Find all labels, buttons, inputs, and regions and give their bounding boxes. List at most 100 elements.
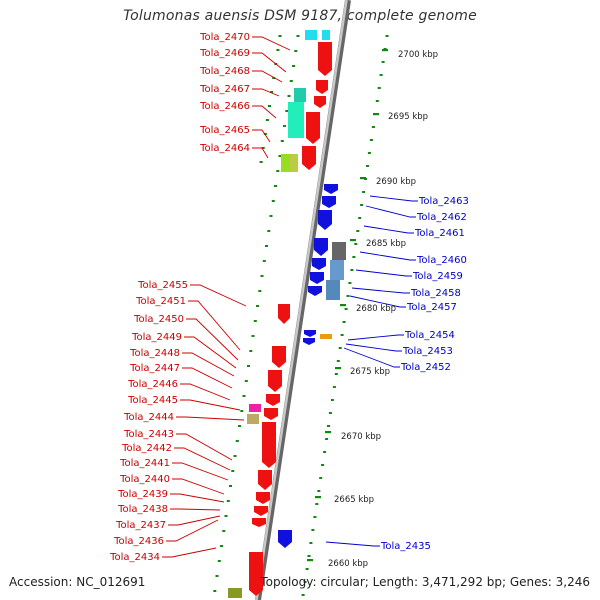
kbp-tick-mark xyxy=(325,431,331,434)
ring-dot-right xyxy=(332,386,336,388)
gene-label-tola-2460: Tola_2460 xyxy=(416,255,467,266)
gene-feature-teal xyxy=(288,102,304,138)
left-label-callout xyxy=(252,147,269,159)
ring-dot-right xyxy=(309,542,313,544)
left-label-callout xyxy=(252,52,287,73)
kbp-scale: 2700 kbp 2695 kbp 2690 kbp 2685 kbp 2680 kbp… xyxy=(307,49,438,569)
ring-dot-left xyxy=(296,35,300,37)
gene-feature-cyan xyxy=(322,30,330,40)
gene-arrow-forward xyxy=(318,42,332,76)
ring-dot-right xyxy=(366,165,369,167)
gene-label-tola-2445: Tola_2445 xyxy=(127,395,178,406)
ring-dot-right xyxy=(317,490,321,492)
left-gene-labels: Tola_2470 Tola_2469 Tola_2468 Tola_2467 Tola… xyxy=(109,32,291,563)
left-label-callout xyxy=(252,36,291,51)
gene-label-tola-2462: Tola_2462 xyxy=(416,212,467,223)
left-label-callout xyxy=(252,129,271,143)
left-label-callout xyxy=(188,300,241,351)
ring-dot-left xyxy=(224,515,228,517)
ring-dot-right xyxy=(311,529,315,531)
ring-dot-left xyxy=(240,410,244,412)
gene-arrow-forward xyxy=(256,492,270,504)
ring-dot-left xyxy=(235,440,239,442)
ring-dot-right xyxy=(334,373,338,375)
ring-dot-left xyxy=(215,575,219,577)
ring-dot-inner xyxy=(265,119,269,121)
left-label-callout xyxy=(186,318,239,361)
gene-label-tola-2447: Tola_2447 xyxy=(129,363,180,374)
ring-dot-left xyxy=(274,185,277,187)
ring-dot-left xyxy=(226,500,230,502)
right-label-callout xyxy=(365,205,416,218)
kbp-tick-mark xyxy=(335,367,341,370)
ring-dot-right xyxy=(385,35,389,37)
gene-arrow-reverse xyxy=(312,258,326,270)
gene-label-tola-2444: Tola_2444 xyxy=(123,412,174,423)
gene-feature-magenta xyxy=(249,404,261,412)
ring-dot-right xyxy=(354,243,358,245)
gene-arrow-reverse xyxy=(322,196,336,208)
right-tick-ring xyxy=(301,35,389,596)
accession-text: Accession: NC_012691 xyxy=(9,575,146,589)
right-label-callout xyxy=(343,347,400,368)
ring-dot-right xyxy=(367,152,371,154)
right-label-callout xyxy=(325,541,380,547)
gene-arrow-reverse xyxy=(303,338,315,345)
ring-dot-right xyxy=(313,516,317,518)
ring-dot-right xyxy=(301,594,305,596)
gene-feature-cyan xyxy=(305,30,317,40)
kbp-tick-mark xyxy=(350,239,356,242)
kbp-tick-label: 2700 kbp xyxy=(398,50,438,60)
gene-arrow-reverse xyxy=(278,530,292,548)
ring-dot-left xyxy=(260,275,264,277)
ring-dot-left xyxy=(231,470,235,472)
gene-label-tola-2455: Tola_2455 xyxy=(137,280,188,291)
left-label-callout xyxy=(180,399,241,411)
ring-dot-right xyxy=(327,425,330,427)
ring-dot-right xyxy=(325,438,329,440)
gene-label-tola-2458: Tola_2458 xyxy=(410,288,461,299)
ring-dot-right xyxy=(315,503,319,505)
gene-label-tola-2459: Tola_2459 xyxy=(412,271,463,282)
right-label-callout xyxy=(345,343,402,352)
ring-dot-right xyxy=(348,282,352,284)
gene-label-tola-2467: Tola_2467 xyxy=(199,84,250,95)
ring-dot-right xyxy=(352,256,356,258)
ring-dot-right xyxy=(323,451,327,453)
left-label-callout xyxy=(172,478,225,495)
ring-dot-inner xyxy=(276,49,280,51)
gene-feature-orange xyxy=(320,334,332,339)
ring-dot-right xyxy=(338,347,342,349)
ring-dot-inner xyxy=(278,35,282,37)
left-label-callout xyxy=(176,433,233,461)
kbp-tick-label: 2680 kbp xyxy=(356,304,396,314)
left-label-callout xyxy=(170,493,225,503)
right-label-callout xyxy=(351,287,410,294)
gene-arrow-forward xyxy=(316,80,328,94)
right-label-callout xyxy=(369,195,418,202)
ring-dot-inner xyxy=(270,91,274,93)
ring-dot-left xyxy=(258,290,262,292)
gene-label-tola-2461: Tola_2461 xyxy=(414,228,465,239)
gene-arrow-reverse xyxy=(310,272,324,284)
kbp-tick-label: 2695 kbp xyxy=(388,112,428,122)
ring-dot-left xyxy=(289,80,293,82)
gene-label-tola-2465: Tola_2465 xyxy=(199,125,250,136)
ring-dot-inner xyxy=(263,133,267,135)
gene-label-tola-2453: Tola_2453 xyxy=(402,346,453,357)
gene-label-tola-2464: Tola_2464 xyxy=(199,143,250,154)
left-label-callout xyxy=(162,547,217,558)
gene-feature-gray xyxy=(332,242,346,260)
left-label-callout xyxy=(180,383,231,401)
ring-dot-right xyxy=(303,581,307,583)
ring-dot-left xyxy=(251,335,255,337)
kbp-tick-mark xyxy=(315,496,321,499)
left-label-callout xyxy=(176,416,245,421)
ring-dot-left xyxy=(267,230,271,232)
gene-label-tola-2438: Tola_2438 xyxy=(117,504,168,515)
gene-arrow-forward xyxy=(266,394,280,406)
kbp-tick-label: 2670 kbp xyxy=(341,432,381,442)
left-tick-ring xyxy=(213,35,300,592)
gene-label-tola-2457: Tola_2457 xyxy=(406,302,457,313)
